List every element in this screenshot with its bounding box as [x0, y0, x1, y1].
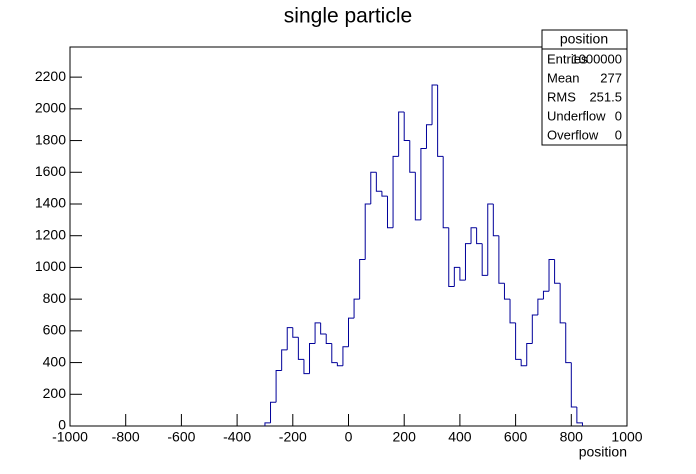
histogram-bin	[370, 171, 377, 204]
histogram-bin	[431, 84, 438, 125]
histogram-bin	[565, 322, 572, 364]
histogram-bin	[481, 243, 488, 276]
y-tick-label: 1600	[35, 163, 66, 179]
histogram-bin	[509, 299, 516, 324]
y-tick-label: 1800	[35, 131, 66, 147]
stats-label: Underflow	[547, 108, 606, 123]
histogram-bin	[526, 343, 533, 366]
histogram-bin	[275, 369, 282, 403]
y-tick-label: 2200	[35, 68, 66, 84]
y-tick-label: 400	[43, 353, 67, 369]
histogram-bin	[442, 156, 449, 229]
x-tick-label: -800	[112, 429, 140, 445]
histogram-bin	[515, 322, 522, 360]
x-tick-label: 600	[504, 429, 528, 445]
histogram-bin	[459, 267, 466, 281]
histogram-bin	[336, 362, 343, 367]
histogram-bin	[320, 322, 327, 335]
stats-value: 277	[600, 70, 622, 85]
histogram-bin	[414, 172, 421, 221]
histogram-bin	[420, 147, 427, 220]
histogram-bin	[364, 203, 371, 260]
chart-title: single particle	[284, 5, 412, 28]
x-tick-label: 0	[345, 429, 353, 445]
histogram-bin	[281, 349, 288, 371]
histogram-bin	[453, 266, 460, 287]
stats-value: 0	[615, 127, 622, 142]
histogram-bin	[437, 85, 444, 157]
x-axis-title: position	[579, 444, 627, 460]
histogram-bin	[398, 111, 405, 157]
histogram-bin	[576, 406, 583, 426]
stats-label: Overflow	[547, 127, 599, 142]
x-tick-label: 1000	[611, 429, 642, 445]
y-tick-label: 1200	[35, 226, 66, 242]
stats-value: 0	[615, 108, 622, 123]
histogram-bin	[498, 235, 505, 284]
histogram-bin	[292, 327, 299, 338]
histogram-bin	[520, 359, 527, 367]
histogram-bin	[359, 258, 366, 300]
x-tick-label: -200	[279, 429, 307, 445]
histogram-bin	[487, 203, 494, 276]
histogram-bin	[554, 259, 561, 284]
histogram-bin	[492, 203, 499, 237]
histogram-bin	[542, 290, 550, 300]
y-tick-label: 0	[58, 417, 66, 433]
histogram-bin	[348, 317, 355, 347]
histogram-bin	[537, 298, 544, 315]
stats-value: 251.5	[589, 89, 622, 104]
y-tick-label: 2000	[35, 100, 66, 116]
histogram-bin	[286, 327, 293, 350]
histogram-bin	[342, 346, 349, 366]
y-tick-label: 1000	[35, 258, 66, 274]
histogram-bin	[470, 227, 477, 244]
histogram-bin	[559, 283, 566, 324]
stats-value: 1000000	[571, 51, 622, 66]
histogram-bin	[381, 191, 388, 197]
histogram-bin	[353, 298, 360, 319]
histogram-bin	[476, 227, 483, 245]
histogram-bin	[409, 140, 416, 173]
y-tick-label: 600	[43, 322, 67, 338]
histogram-bin	[464, 243, 472, 281]
histogram-bin	[325, 334, 332, 345]
y-tick-label: 1400	[35, 195, 66, 211]
x-tick-label: -1000	[52, 429, 88, 445]
histogram-bin	[503, 283, 511, 300]
x-tick-label: 800	[560, 429, 584, 445]
histogram-bin	[386, 196, 394, 229]
stats-label: RMS	[547, 89, 576, 104]
x-tick-label: -600	[167, 429, 195, 445]
histogram-bin	[270, 401, 277, 423]
histogram-bin	[375, 172, 382, 192]
histogram-bin	[425, 124, 433, 149]
histogram-bin	[403, 112, 410, 142]
stats-label: Mean	[547, 70, 580, 85]
histogram-bin	[392, 155, 399, 228]
y-tick-label: 800	[43, 290, 67, 306]
histogram-bin	[314, 322, 321, 344]
histogram-bin	[531, 314, 538, 344]
stats-label: Entries	[547, 51, 588, 66]
x-tick-label: 400	[448, 429, 472, 445]
y-tick-label: 200	[43, 385, 67, 401]
histogram-bin	[297, 337, 304, 360]
x-tick-label: 200	[393, 429, 417, 445]
x-tick-label: -400	[223, 429, 251, 445]
histogram-bin	[303, 359, 310, 375]
histogram-bin	[570, 362, 577, 408]
histogram-bin	[448, 227, 455, 287]
histogram-bin	[331, 343, 338, 364]
stats-title: position	[560, 31, 608, 47]
histogram-bin	[309, 343, 316, 374]
histogram-bin	[264, 422, 271, 426]
histogram-bin	[548, 258, 555, 292]
